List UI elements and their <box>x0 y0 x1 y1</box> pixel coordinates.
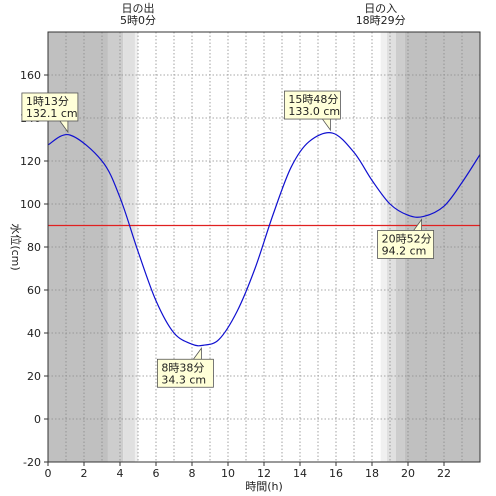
y-tick-label: 80 <box>27 241 41 254</box>
x-tick-label: 10 <box>221 467 235 480</box>
x-tick-label: 16 <box>329 467 343 480</box>
x-tick-label: 8 <box>189 467 196 480</box>
x-tick-label: 18 <box>365 467 379 480</box>
annotation-time: 8時38分 <box>161 361 204 374</box>
sunset-label: 日の入 <box>364 2 397 15</box>
annotation-level: 34.3 cm <box>161 373 206 386</box>
x-tick-label: 6 <box>153 467 160 480</box>
annotation-box <box>21 92 79 122</box>
y-tick-label: 40 <box>27 327 41 340</box>
annotation-pointer <box>322 118 331 132</box>
annotation-time: 15時48分 <box>288 93 338 106</box>
axis-ticks: 0246810121416182022-20020406080100120140… <box>20 69 451 480</box>
x-tick-label: 14 <box>293 467 307 480</box>
y-tick-label: 0 <box>34 413 41 426</box>
y-tick-label: 100 <box>20 198 41 211</box>
sunrise-time: 5時0分 <box>120 14 156 27</box>
annotation-time: 20時52分 <box>382 232 432 245</box>
x-axis-label: 時間(h) <box>245 480 283 493</box>
y-tick-label: 160 <box>20 69 41 82</box>
sunset-time: 18時29分 <box>356 14 406 27</box>
annotation-pointer <box>59 120 69 134</box>
x-tick-label: 2 <box>81 467 88 480</box>
annotation-time: 1時13分 <box>26 95 69 108</box>
y-axis-label: 水位(cm) <box>9 223 23 270</box>
annotation-box <box>377 230 435 259</box>
y-tick-label: -20 <box>23 456 41 469</box>
tide-line <box>47 132 481 347</box>
sunrise-label: 日の出 <box>122 1 155 15</box>
annotation-level: 132.1 cm <box>26 107 78 120</box>
annotation-box <box>156 358 214 388</box>
annotation-level: 133.0 cm <box>288 105 340 118</box>
y-tick-label: 20 <box>27 370 41 383</box>
sun-labels: 日の出 5時0分 日の入 18時29分 <box>120 1 406 27</box>
annotation-pointer <box>193 347 202 360</box>
x-tick-label: 12 <box>257 467 271 480</box>
y-tick-label: 60 <box>27 284 41 297</box>
y-tick-label: 120 <box>20 155 41 168</box>
annotation-pointer <box>413 218 423 231</box>
annotation-box <box>283 90 341 120</box>
x-tick-label: 0 <box>45 467 52 480</box>
x-tick-label: 4 <box>117 467 124 480</box>
annotation-level: 94.2 cm <box>382 244 427 257</box>
x-tick-label: 20 <box>401 467 415 480</box>
x-tick-label: 22 <box>437 467 451 480</box>
